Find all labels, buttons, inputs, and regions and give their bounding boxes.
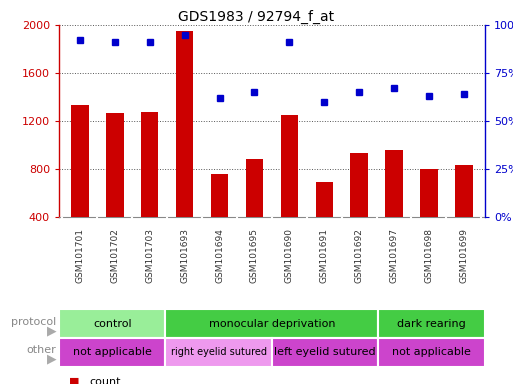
Text: not applicable: not applicable — [392, 347, 471, 358]
Text: count: count — [90, 377, 121, 384]
Bar — [165, 309, 378, 338]
Text: GSM101692: GSM101692 — [354, 228, 364, 283]
Text: other: other — [27, 345, 56, 356]
Bar — [176, 31, 193, 265]
Text: ■: ■ — [69, 377, 80, 384]
Bar — [165, 338, 272, 367]
Text: control: control — [93, 318, 131, 329]
Text: ▶: ▶ — [47, 353, 56, 366]
Text: GSM101703: GSM101703 — [145, 228, 154, 283]
Text: left eyelid sutured: left eyelid sutured — [274, 347, 376, 358]
Bar — [385, 150, 403, 265]
Bar — [378, 338, 485, 367]
Bar — [246, 159, 263, 265]
Bar — [350, 153, 368, 265]
Bar — [455, 166, 472, 265]
Bar — [71, 105, 89, 265]
Text: protocol: protocol — [11, 316, 56, 327]
Bar — [106, 113, 124, 265]
Text: GSM101694: GSM101694 — [215, 228, 224, 283]
Text: GDS1983 / 92794_f_at: GDS1983 / 92794_f_at — [179, 10, 334, 24]
Bar — [378, 309, 485, 338]
Bar — [59, 309, 165, 338]
Bar — [420, 169, 438, 265]
Bar — [281, 115, 298, 265]
Text: ▶: ▶ — [47, 324, 56, 337]
Text: GSM101698: GSM101698 — [424, 228, 433, 283]
Text: GSM101701: GSM101701 — [75, 228, 85, 283]
Text: dark rearing: dark rearing — [397, 318, 466, 329]
Bar — [272, 338, 378, 367]
Text: GSM101693: GSM101693 — [180, 228, 189, 283]
Text: GSM101697: GSM101697 — [389, 228, 399, 283]
Text: right eyelid sutured: right eyelid sutured — [171, 347, 267, 358]
Bar — [211, 174, 228, 265]
Bar — [315, 182, 333, 265]
Text: GSM101695: GSM101695 — [250, 228, 259, 283]
Bar — [141, 112, 159, 265]
Text: GSM101690: GSM101690 — [285, 228, 294, 283]
Text: GSM101702: GSM101702 — [110, 228, 120, 283]
Text: monocular deprivation: monocular deprivation — [209, 318, 335, 329]
Text: not applicable: not applicable — [73, 347, 152, 358]
Bar — [59, 338, 165, 367]
Text: GSM101691: GSM101691 — [320, 228, 329, 283]
Text: GSM101699: GSM101699 — [459, 228, 468, 283]
